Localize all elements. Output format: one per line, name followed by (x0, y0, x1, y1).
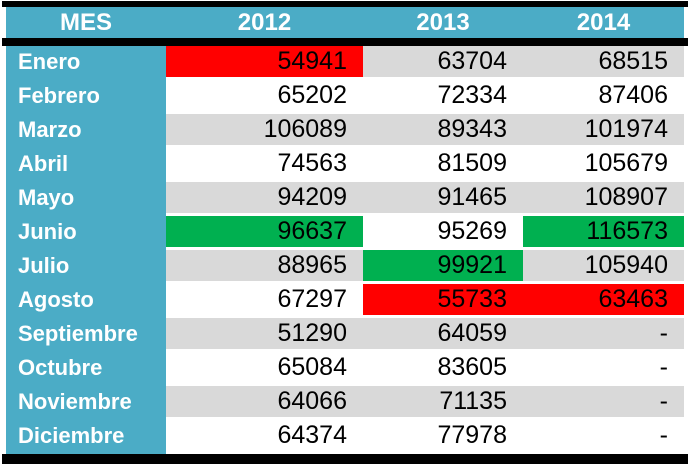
value-cell-2014-septiembre: - (523, 318, 684, 352)
table-row-enero: Enero 54941 63704 68515 (6, 46, 684, 80)
table-row-julio: Julio 88965 99921 105940 (6, 250, 684, 284)
header-cell-2014: 2014 (576, 9, 631, 36)
table-bottom-border (2, 454, 688, 464)
value-cell-2013-julio: 99921 (363, 250, 523, 284)
table-header-row: MES 2012 2013 2014 (6, 7, 684, 38)
header-cell-2012: 2012 (237, 9, 292, 36)
month-cell: Julio (6, 250, 166, 284)
table-row-abril: Abril 74563 81509 105679 (6, 148, 684, 182)
value-cell-2013-enero: 63704 (363, 46, 523, 80)
month-cell: Febrero (6, 80, 166, 114)
month-cell: Marzo (6, 114, 166, 148)
value-cell-2014-febrero: 87406 (523, 80, 684, 114)
month-cell: Abril (6, 148, 166, 182)
value-cell-2013-diciembre: 77978 (363, 420, 523, 454)
table-row-marzo: Marzo 106089 89343 101974 (6, 114, 684, 148)
month-cell: Octubre (6, 352, 166, 386)
month-cell: Mayo (6, 182, 166, 216)
month-cell: Septiembre (6, 318, 166, 352)
value-cell-2012-enero: 54941 (166, 46, 363, 80)
header-separator-border (2, 38, 688, 46)
value-cell-2013-marzo: 89343 (363, 114, 523, 148)
value-cell-2014-octubre: - (523, 352, 684, 386)
value-cell-2012-febrero: 65202 (166, 80, 363, 114)
table-row-mayo: Mayo 94209 91465 108907 (6, 182, 684, 216)
value-cell-2014-marzo: 101974 (523, 114, 684, 148)
value-cell-2014-diciembre: - (523, 420, 684, 454)
value-cell-2012-abril: 74563 (166, 148, 363, 182)
value-cell-2014-agosto: 63463 (523, 284, 684, 318)
value-cell-2014-mayo: 108907 (523, 182, 684, 216)
header-cell-2013: 2013 (416, 9, 470, 36)
value-cell-2014-noviembre: - (523, 386, 684, 420)
value-cell-2014-julio: 105940 (523, 250, 684, 284)
month-cell: Diciembre (6, 420, 166, 454)
table-row-febrero: Febrero 65202 72334 87406 (6, 80, 684, 114)
month-cell: Junio (6, 216, 166, 250)
value-cell-2012-mayo: 94209 (166, 182, 363, 216)
value-cell-2013-febrero: 72334 (363, 80, 523, 114)
table-row-agosto: Agosto 67297 55733 63463 (6, 284, 684, 318)
month-cell: Enero (6, 46, 166, 80)
value-cell-2013-agosto: 55733 (363, 284, 523, 318)
value-cell-2013-mayo: 91465 (363, 182, 523, 216)
value-cell-2012-diciembre: 64374 (166, 420, 363, 454)
value-cell-2012-noviembre: 64066 (166, 386, 363, 420)
value-cell-2013-junio: 95269 (363, 216, 523, 250)
value-cell-2013-noviembre: 71135 (363, 386, 523, 420)
value-cell-2012-julio: 88965 (166, 250, 363, 284)
month-cell: Noviembre (6, 386, 166, 420)
value-cell-2014-junio: 116573 (523, 216, 684, 250)
table-row-noviembre: Noviembre 64066 71135- (6, 386, 684, 420)
value-cell-2012-agosto: 67297 (166, 284, 363, 318)
value-cell-2013-octubre: 83605 (363, 352, 523, 386)
value-cell-2014-abril: 105679 (523, 148, 684, 182)
value-cell-2012-octubre: 65084 (166, 352, 363, 386)
value-cell-2012-junio: 96637 (166, 216, 363, 250)
table-row-diciembre: Diciembre 64374 77978- (6, 420, 684, 454)
header-cell-mes: MES (59, 9, 112, 36)
table-row-octubre: Octubre 65084 83605- (6, 352, 684, 386)
table-row-junio: Junio 96637 95269 116573 (6, 216, 684, 250)
value-cell-2013-septiembre: 64059 (363, 318, 523, 352)
table-top-border (2, 1, 688, 7)
value-cell-2014-enero: 68515 (523, 46, 684, 80)
value-cell-2013-abril: 81509 (363, 148, 523, 182)
value-cell-2012-septiembre: 51290 (166, 318, 363, 352)
table-row-septiembre: Septiembre 51290 64059- (6, 318, 684, 352)
value-cell-2012-marzo: 106089 (166, 114, 363, 148)
table-body: Enero 54941 63704 68515 Febrero 65202 72334 874… (6, 46, 684, 454)
month-cell: Agosto (6, 284, 166, 318)
